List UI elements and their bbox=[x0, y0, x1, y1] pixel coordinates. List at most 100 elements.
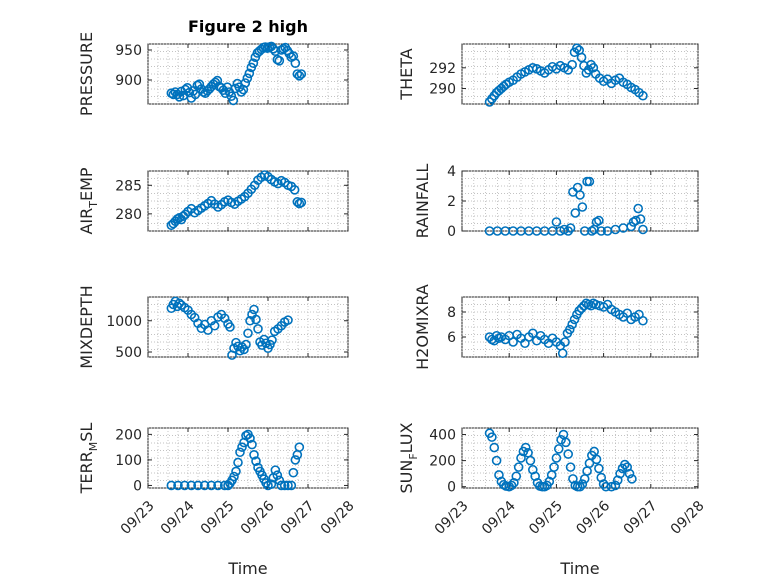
data-point bbox=[209, 320, 220, 331]
data-point bbox=[594, 463, 604, 474]
data-point bbox=[551, 453, 562, 463]
data-point bbox=[570, 208, 581, 218]
data-series bbox=[166, 170, 307, 231]
data-point bbox=[601, 481, 611, 492]
data-point bbox=[206, 480, 217, 491]
data-point bbox=[239, 344, 249, 355]
data-point bbox=[253, 324, 263, 334]
data-point bbox=[615, 468, 625, 479]
figure-title: Figure 2 high bbox=[188, 17, 308, 36]
data-point bbox=[511, 471, 522, 482]
y-tick-label: 6 bbox=[447, 330, 456, 346]
y-axis-label: H2OMIXRA bbox=[413, 284, 432, 370]
data-point bbox=[251, 456, 261, 466]
x-tick-label: 09/26 bbox=[238, 498, 278, 538]
data-point bbox=[508, 337, 518, 347]
data-point bbox=[635, 214, 646, 224]
y-tick-label: 950 bbox=[115, 43, 142, 59]
x-tick-label: 09/27 bbox=[621, 498, 661, 538]
data-point bbox=[261, 478, 271, 488]
data-point bbox=[553, 444, 564, 454]
data-point bbox=[489, 442, 500, 453]
data-point bbox=[279, 480, 290, 491]
x-axis-label: Time bbox=[559, 559, 599, 578]
data-point bbox=[556, 434, 566, 445]
data-point bbox=[520, 442, 531, 453]
data-point bbox=[620, 459, 630, 470]
data-point bbox=[577, 479, 588, 489]
data-point bbox=[193, 480, 203, 491]
data-point bbox=[245, 433, 255, 444]
data-point bbox=[228, 95, 239, 106]
x-tick-label: 09/28 bbox=[668, 498, 708, 538]
data-point bbox=[247, 439, 257, 450]
data-point bbox=[179, 480, 190, 491]
y-tick-label: 2 bbox=[447, 194, 456, 210]
data-point bbox=[584, 176, 595, 187]
data-point bbox=[283, 315, 293, 325]
data-point bbox=[229, 471, 239, 482]
data-series bbox=[166, 429, 305, 491]
data-point bbox=[633, 203, 644, 214]
y-tick-label: 8 bbox=[447, 305, 456, 321]
data-point bbox=[596, 226, 607, 236]
data-point bbox=[237, 442, 247, 452]
y-tick-label: 280 bbox=[115, 207, 142, 223]
data-point bbox=[638, 315, 648, 326]
data-series bbox=[166, 296, 293, 360]
data-point bbox=[266, 479, 277, 489]
y-axis-label: RAINFALL bbox=[413, 164, 432, 239]
x-tick-label: 09/24 bbox=[479, 498, 519, 538]
data-point bbox=[576, 52, 587, 63]
y-tick-label: 285 bbox=[115, 178, 142, 194]
x-tick-label: 09/28 bbox=[318, 498, 358, 538]
data-point bbox=[286, 480, 297, 491]
data-point bbox=[249, 450, 259, 460]
data-point bbox=[244, 68, 255, 79]
y-axis-label: TERRMSL bbox=[77, 423, 100, 495]
subplot-rainfall: 0 2 4 RAINFALL bbox=[413, 164, 699, 240]
data-point bbox=[513, 462, 524, 472]
data-point bbox=[213, 480, 223, 491]
data-point bbox=[489, 335, 500, 346]
y-tick-label: 0 bbox=[447, 480, 456, 496]
data-point bbox=[296, 69, 307, 79]
grid bbox=[147, 427, 349, 489]
data-point bbox=[292, 69, 303, 79]
y-tick-label: 0 bbox=[447, 224, 456, 240]
data-point bbox=[267, 335, 277, 345]
data-point bbox=[564, 324, 575, 335]
data-point bbox=[290, 58, 301, 69]
subplot-theta: 290 292 THETA bbox=[397, 43, 699, 107]
x-tick-label: 09/26 bbox=[573, 498, 613, 538]
grid bbox=[461, 170, 699, 232]
x-tick-label: 09/23 bbox=[432, 498, 472, 538]
data-point bbox=[563, 449, 574, 459]
data-point bbox=[561, 437, 571, 448]
data-point bbox=[560, 337, 570, 347]
x-tick-label: 09/25 bbox=[198, 498, 238, 538]
x-axis-label: Time bbox=[227, 559, 267, 578]
data-point bbox=[274, 475, 285, 486]
data-point bbox=[289, 185, 300, 195]
subplot-terr-msl: 0 100 200 09/23 09/24 09/25 09/26 09/27 09/28 TER… bbox=[77, 423, 358, 578]
y-tick-label: 1000 bbox=[106, 314, 142, 330]
data-series bbox=[166, 41, 307, 106]
data-point bbox=[251, 314, 261, 325]
data-series bbox=[484, 43, 648, 107]
y-tick-label: 200 bbox=[115, 427, 142, 443]
x-tick-label: 09/24 bbox=[158, 498, 198, 538]
data-point bbox=[638, 224, 648, 235]
data-point bbox=[577, 202, 588, 212]
data-point bbox=[231, 466, 241, 477]
x-tick-label: 09/25 bbox=[526, 498, 566, 538]
data-point bbox=[249, 304, 259, 315]
y-axis-label: AIRTEMP bbox=[77, 167, 100, 234]
data-point bbox=[574, 305, 585, 316]
data-point bbox=[245, 315, 255, 326]
data-point bbox=[173, 480, 183, 491]
data-point bbox=[491, 330, 502, 341]
data-point bbox=[283, 480, 293, 491]
data-point bbox=[506, 480, 517, 491]
data-point bbox=[238, 84, 249, 95]
